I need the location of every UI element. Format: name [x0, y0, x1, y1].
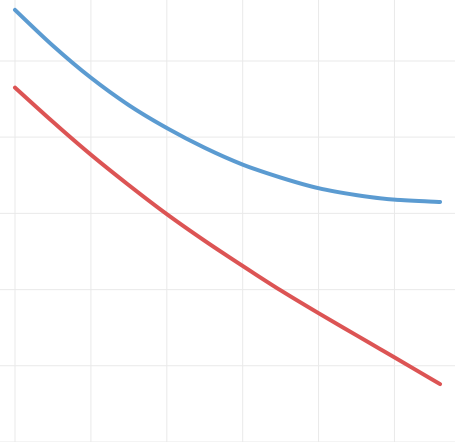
series-line-1 [13, 85, 442, 387]
series-layer [13, 7, 442, 387]
series-line-0 [13, 7, 442, 204]
